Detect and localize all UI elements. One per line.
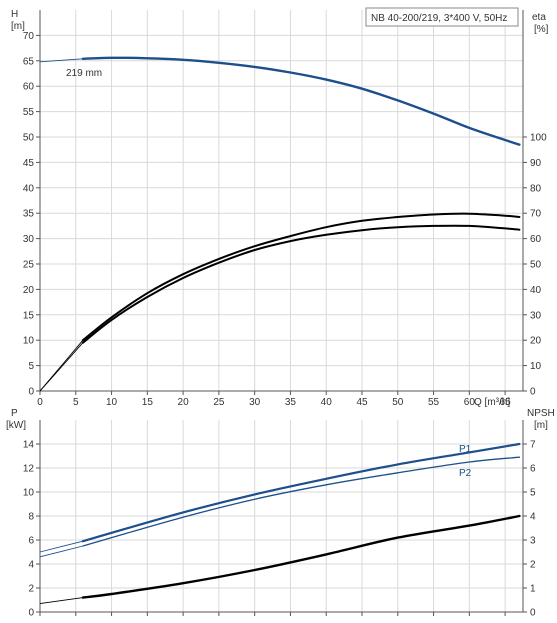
left-tick-label: 70 bbox=[23, 31, 35, 42]
left-tick-label: 5 bbox=[28, 361, 34, 372]
right-tick-label: 20 bbox=[530, 336, 542, 347]
left-axis-label-power: P bbox=[11, 408, 18, 419]
right-tick-label: 0 bbox=[530, 608, 536, 619]
bottom-series-power-p1 bbox=[81, 442, 521, 543]
bottom-series-power-extension bbox=[39, 540, 84, 553]
top-series-efficiency_lower-2 bbox=[81, 224, 521, 344]
left-tick-label: 40 bbox=[23, 183, 35, 194]
bottom-series-power-p2 bbox=[82, 456, 521, 547]
left-tick-label: 2 bbox=[28, 584, 34, 595]
x-tick-label: 55 bbox=[428, 397, 440, 408]
left-tick-label: 4 bbox=[28, 560, 34, 571]
right-tick-label: 5 bbox=[530, 488, 536, 499]
x-tick-label: 40 bbox=[321, 397, 333, 408]
right-axis-label-eta: eta bbox=[532, 12, 546, 23]
right-axis-unit-npsh: [m] bbox=[534, 420, 548, 431]
left-tick-label: 20 bbox=[23, 285, 35, 296]
left-tick-label: 65 bbox=[23, 56, 35, 67]
curve-annotation: 219 mm bbox=[66, 68, 102, 79]
left-axis-label-head: H bbox=[11, 9, 18, 20]
top-series-efficiency_lower-extension bbox=[39, 342, 84, 392]
left-axis-unit-power: [kW] bbox=[6, 420, 26, 431]
right-tick-label: 60 bbox=[530, 234, 542, 245]
x-tick-label: 60 bbox=[464, 397, 476, 408]
x-tick-label: 30 bbox=[249, 397, 261, 408]
grid-lines bbox=[40, 10, 523, 612]
right-tick-label: 0 bbox=[530, 387, 536, 398]
series-lines bbox=[39, 56, 521, 605]
top-series-head-0 bbox=[81, 56, 521, 146]
left-tick-label: 30 bbox=[23, 234, 35, 245]
left-tick-label: 0 bbox=[28, 387, 34, 398]
bottom-series-npsh-2 bbox=[81, 514, 521, 599]
left-tick-label: 15 bbox=[23, 310, 35, 321]
right-tick-label: 30 bbox=[530, 310, 542, 321]
x-tick-label: 15 bbox=[142, 397, 154, 408]
left-tick-label: 0 bbox=[28, 608, 34, 619]
x-tick-label: 65 bbox=[500, 397, 512, 408]
left-tick-label: 12 bbox=[23, 464, 35, 475]
x-tick-label: 0 bbox=[37, 397, 43, 408]
x-tick-label: 35 bbox=[285, 397, 297, 408]
right-tick-label: 1 bbox=[530, 584, 536, 595]
left-tick-label: 6 bbox=[28, 536, 34, 547]
right-tick-label: 40 bbox=[530, 285, 542, 296]
bottom-series-npsh-extension bbox=[39, 597, 83, 605]
x-tick-label: 25 bbox=[213, 397, 225, 408]
legend-label-p1: P1 bbox=[459, 444, 472, 455]
right-tick-label: 70 bbox=[530, 209, 542, 220]
right-tick-label: 7 bbox=[530, 440, 536, 451]
left-tick-label: 45 bbox=[23, 158, 35, 169]
right-tick-label: 80 bbox=[530, 183, 542, 194]
x-tick-label: 5 bbox=[73, 397, 79, 408]
left-tick-label: 50 bbox=[23, 133, 35, 144]
bottom-series-power-extension bbox=[39, 545, 84, 558]
x-tick-label: 50 bbox=[392, 397, 404, 408]
left-tick-label: 10 bbox=[23, 336, 35, 347]
top-series-efficiency_upper-1 bbox=[81, 212, 521, 342]
x-tick-label: 45 bbox=[356, 397, 368, 408]
right-tick-label: 6 bbox=[530, 464, 536, 475]
right-tick-label: 10 bbox=[530, 361, 542, 372]
left-axis-unit-head: [m] bbox=[11, 21, 25, 32]
x-tick-label: 20 bbox=[178, 397, 190, 408]
right-tick-label: 50 bbox=[530, 260, 542, 271]
right-tick-label: 90 bbox=[530, 158, 542, 169]
right-tick-label: 3 bbox=[530, 536, 536, 547]
chart-title: NB 40-200/219, 3*400 V, 50Hz bbox=[371, 13, 507, 24]
x-axis-label: Q [m³/h] bbox=[474, 397, 510, 408]
top-series-head-extension bbox=[39, 58, 83, 63]
left-tick-label: 25 bbox=[23, 260, 35, 271]
left-tick-label: 8 bbox=[28, 512, 34, 523]
left-tick-label: 55 bbox=[23, 107, 35, 118]
right-axis-unit-eta: [%] bbox=[534, 24, 549, 35]
right-axis-label-npsh: NPSH bbox=[527, 408, 555, 419]
right-tick-label: 2 bbox=[530, 560, 536, 571]
left-tick-label: 60 bbox=[23, 82, 35, 93]
left-tick-label: 35 bbox=[23, 209, 35, 220]
right-tick-label: 4 bbox=[530, 512, 536, 523]
legend-label-p2: P2 bbox=[459, 468, 472, 479]
axes bbox=[36, 10, 527, 616]
left-tick-label: 10 bbox=[23, 488, 35, 499]
right-tick-label: 100 bbox=[530, 133, 547, 144]
x-tick-label: 10 bbox=[106, 397, 118, 408]
left-tick-label: 14 bbox=[23, 440, 35, 451]
title-box bbox=[365, 7, 519, 27]
